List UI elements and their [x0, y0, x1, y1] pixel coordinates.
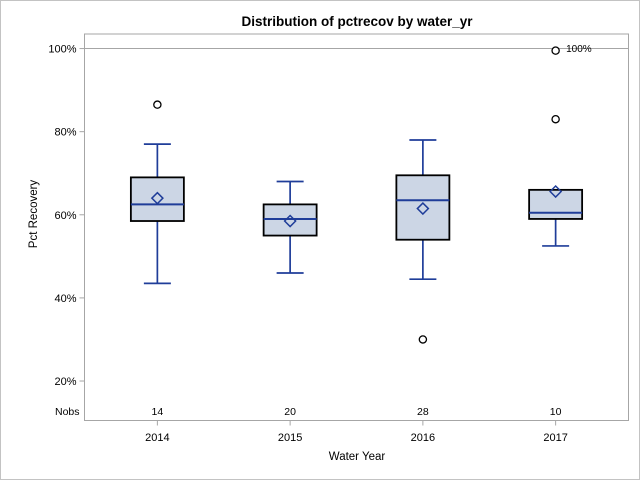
mean-diamond-marker-2016: [416, 201, 430, 216]
outlier-marker-2017: [551, 46, 560, 55]
outlier-marker-2014: [153, 100, 162, 109]
x-tick-label: 2016: [411, 432, 435, 444]
box-2015: [262, 203, 318, 237]
y-tick-label: 100%: [48, 44, 76, 56]
plot-frame: [84, 33, 629, 421]
chart-title: Distribution of pctrecov by water_yr: [241, 14, 473, 29]
nobs-value: 28: [417, 406, 429, 418]
y-tick-label: 60%: [54, 210, 76, 222]
x-tick-label: 2015: [278, 432, 302, 444]
mean-diamond-marker-2015: [283, 214, 297, 228]
box-2014: [129, 176, 185, 222]
outlier-annotation-label: 100%: [566, 44, 592, 55]
nobs-value: 10: [550, 406, 562, 418]
x-tick-label: 2017: [543, 432, 567, 444]
mean-diamond-marker-2014: [150, 191, 164, 205]
y-tick-label: 80%: [54, 127, 76, 139]
y-tick-label: 40%: [54, 293, 76, 305]
x-axis-title: Water Year: [328, 451, 386, 463]
nobs-value: 14: [152, 406, 164, 418]
x-tick-label: 2014: [145, 432, 169, 444]
nobs-value: 20: [284, 406, 296, 418]
outlier-marker-2017: [551, 114, 560, 124]
box-2017: [528, 188, 584, 220]
outlier-marker-2016: [418, 335, 428, 344]
nobs-row-label: Nobs: [55, 406, 80, 418]
mean-diamond-marker-2017: [549, 184, 563, 199]
y-tick-label: 20%: [54, 376, 76, 388]
box-2016: [395, 174, 451, 241]
